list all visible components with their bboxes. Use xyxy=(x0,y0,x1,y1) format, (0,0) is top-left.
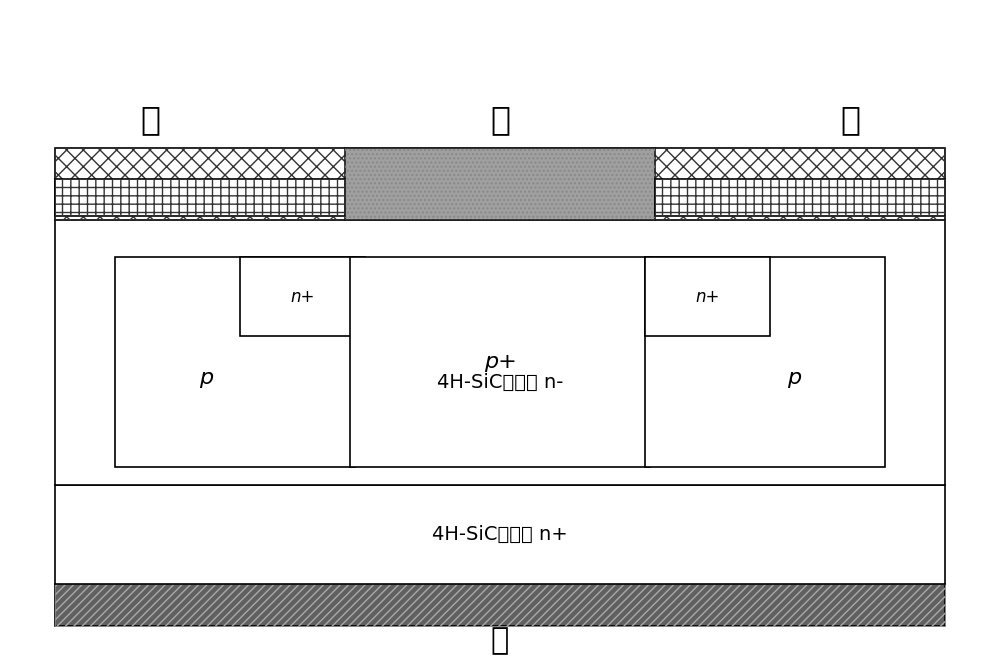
FancyBboxPatch shape xyxy=(55,585,945,627)
FancyBboxPatch shape xyxy=(115,257,355,467)
Text: 栅: 栅 xyxy=(140,103,160,136)
Text: p: p xyxy=(199,368,213,388)
FancyBboxPatch shape xyxy=(240,257,365,337)
FancyBboxPatch shape xyxy=(645,257,885,467)
FancyBboxPatch shape xyxy=(55,484,945,585)
Text: 栅: 栅 xyxy=(840,103,860,136)
Text: 源: 源 xyxy=(490,103,510,136)
FancyBboxPatch shape xyxy=(645,257,770,337)
Text: p+: p+ xyxy=(484,352,516,372)
FancyBboxPatch shape xyxy=(655,179,945,216)
FancyBboxPatch shape xyxy=(55,179,345,216)
Text: 漏: 漏 xyxy=(491,626,509,655)
Text: p: p xyxy=(787,368,801,388)
Text: 4H-SiC漂移层 n-: 4H-SiC漂移层 n- xyxy=(437,372,563,391)
Text: n+: n+ xyxy=(695,287,720,306)
FancyBboxPatch shape xyxy=(350,257,650,467)
FancyBboxPatch shape xyxy=(55,148,945,220)
FancyBboxPatch shape xyxy=(345,148,655,220)
Text: n+: n+ xyxy=(290,287,314,306)
Text: 4H-SiC衬底层 n+: 4H-SiC衬底层 n+ xyxy=(432,525,568,544)
FancyBboxPatch shape xyxy=(55,220,945,484)
